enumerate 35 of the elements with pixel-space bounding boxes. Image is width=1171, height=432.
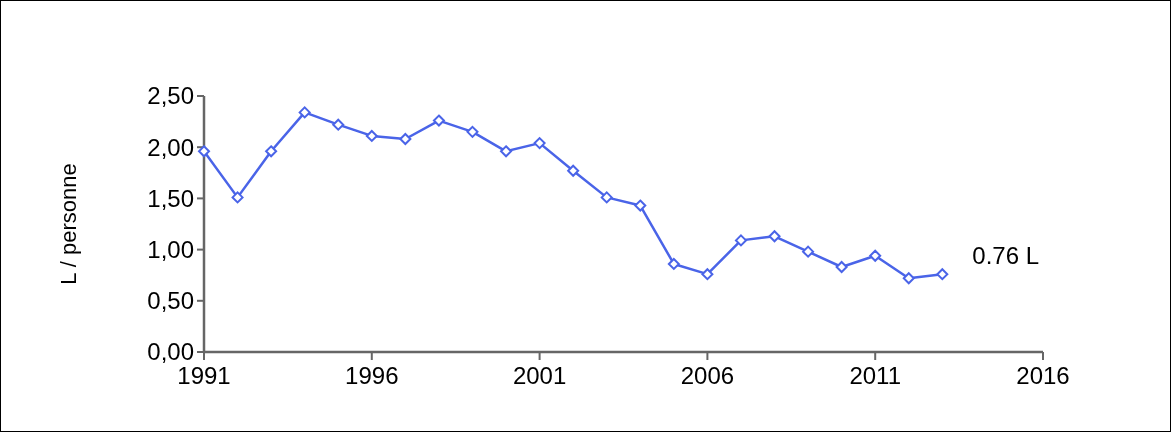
point bbox=[500, 145, 513, 158]
point bbox=[399, 133, 412, 146]
point bbox=[198, 145, 210, 158]
point bbox=[667, 257, 680, 270]
point bbox=[365, 129, 378, 142]
point bbox=[600, 191, 613, 204]
point bbox=[432, 114, 445, 127]
x-tick-label: 2011 bbox=[849, 362, 901, 389]
point bbox=[835, 261, 848, 274]
point bbox=[298, 106, 311, 119]
point bbox=[802, 245, 815, 258]
y-axis-title: L / personne bbox=[56, 163, 81, 285]
y-tick-label: 1,00 bbox=[147, 236, 194, 263]
x-tick-label: 2006 bbox=[680, 362, 735, 389]
point bbox=[466, 125, 479, 138]
point bbox=[701, 268, 714, 281]
y-tick-label: 2,50 bbox=[147, 82, 194, 110]
x-tick-label: 1996 bbox=[345, 362, 399, 389]
y-tick-label: 1,50 bbox=[147, 184, 194, 212]
point bbox=[869, 249, 882, 262]
point bbox=[734, 234, 747, 247]
point bbox=[533, 137, 546, 150]
annotation: 0.76 L bbox=[972, 242, 1040, 270]
point bbox=[936, 268, 949, 281]
point bbox=[768, 230, 781, 243]
point bbox=[265, 145, 278, 158]
point bbox=[231, 191, 244, 204]
point bbox=[332, 118, 345, 131]
x-tick-label: 2016 bbox=[1016, 362, 1070, 389]
point bbox=[634, 199, 647, 212]
point bbox=[902, 272, 915, 285]
y-tick-label: 2,00 bbox=[147, 133, 194, 161]
x-tick-label: 2001 bbox=[512, 362, 567, 389]
y-tick-label: 0,50 bbox=[147, 287, 194, 315]
point bbox=[567, 164, 580, 177]
